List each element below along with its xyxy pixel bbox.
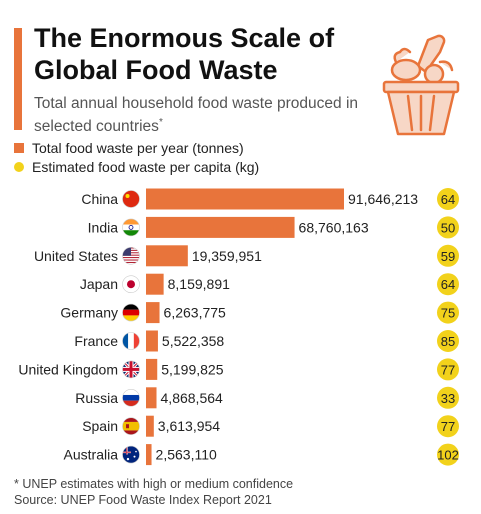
bar-germany: [146, 302, 160, 324]
bar-australia: [146, 444, 152, 466]
subtitle-footnote-marker: *: [158, 117, 163, 128]
per-capita-label-australia: 102: [437, 448, 459, 463]
per-capita-label-india: 50: [441, 220, 455, 235]
category-label-france: France: [74, 333, 118, 349]
per-capita-label-spain: 77: [441, 419, 455, 434]
spain-flag-icon: [122, 417, 140, 435]
chart-row-japan: Japan 8,159,891 64: [80, 273, 459, 296]
australia-flag-icon: [122, 445, 140, 464]
per-capita-label-united-kingdom: 77: [441, 362, 455, 377]
bar-india: [146, 216, 295, 238]
food-bin-icon: [382, 34, 460, 136]
per-capita-dot-india: [437, 216, 459, 239]
footnote-confidence: * UNEP estimates with high or medium con…: [14, 477, 294, 491]
per-capita-dot-spain: [437, 415, 459, 438]
category-label-china: China: [81, 191, 118, 207]
per-capita-label-france: 85: [441, 334, 455, 349]
bar-united-kingdom: [146, 358, 158, 380]
per-capita-label-germany: 75: [441, 306, 455, 321]
bar-japan: [146, 273, 164, 295]
footnote: * UNEP estimates with high or medium con…: [14, 476, 293, 508]
per-capita-dot-russia: [437, 386, 459, 409]
category-label-united-states: United States: [34, 248, 118, 264]
chart-row-germany: Germany 6,263,775 75: [60, 301, 459, 324]
chart-row-australia: Australia 2,563,110 102: [64, 443, 459, 466]
chart-title: The Enormous Scale of Global Food Waste: [34, 23, 335, 85]
legend-dot-swatch: [14, 161, 24, 172]
per-capita-dot-japan: [437, 273, 459, 296]
value-label-france: 5,522,358: [162, 333, 224, 349]
footnote-source: Source: UNEP Food Waste Index Report 202…: [14, 493, 272, 507]
bar-chart: China 91,646,213 64 India 68,760,163 50 United…: [18, 188, 459, 466]
germany-flag-icon: [122, 303, 140, 322]
bar-spain: [146, 415, 154, 437]
per-capita-dot-france: [437, 330, 459, 352]
usa-flag-icon: [122, 247, 140, 265]
chart-row-united-kingdom: United Kingdom 5,199,825 77: [18, 358, 459, 381]
legend-square-swatch: [14, 142, 24, 153]
bar-china: [146, 188, 344, 210]
chart-row-france: France 5,522,358 85: [74, 330, 459, 352]
legend-label-total: Total food waste per year (tonnes): [32, 139, 244, 156]
value-label-india: 68,760,163: [299, 219, 369, 235]
value-label-japan: 8,159,891: [168, 276, 230, 292]
legend-label-per-capita: Estimated food waste per capita (kg): [32, 158, 260, 175]
japan-flag-icon: [122, 275, 140, 293]
chart-subtitle: Total annual household food waste produc…: [34, 94, 379, 136]
per-capita-dot-united-states: [437, 244, 459, 267]
subtitle-text: Total annual household food waste produc…: [34, 95, 359, 136]
legend-item-per-capita: Estimated food waste per capita (kg): [14, 157, 259, 176]
value-label-united-states: 19,359,951: [192, 248, 262, 264]
chart-row-india: India 68,760,163 50: [88, 216, 459, 239]
per-capita-dot-united-kingdom: [437, 358, 459, 381]
legend-item-total: Total food waste per year (tonnes): [14, 138, 259, 157]
per-capita-dot-china: [437, 188, 459, 210]
value-label-spain: 3,613,954: [158, 418, 220, 434]
india-flag-icon: [122, 218, 140, 237]
value-label-china: 91,646,213: [348, 191, 418, 207]
per-capita-dot-germany: [437, 301, 459, 324]
value-label-russia: 4,868,564: [161, 390, 223, 406]
russia-flag-icon: [122, 389, 140, 407]
category-label-spain: Spain: [82, 418, 118, 434]
category-label-russia: Russia: [75, 390, 118, 406]
value-label-united-kingdom: 5,199,825: [161, 361, 223, 377]
per-capita-label-china: 64: [441, 192, 455, 207]
bar-russia: [146, 387, 157, 409]
chart-row-china: China 91,646,213 64: [81, 188, 459, 210]
category-label-united-kingdom: United Kingdom: [18, 361, 118, 377]
chart-row-russia: Russia 4,868,564 33: [75, 386, 459, 409]
per-capita-label-united-states: 59: [441, 249, 455, 264]
legend: Total food waste per year (tonnes) Estim…: [14, 138, 259, 176]
bar-france: [146, 330, 158, 352]
title-accent-bar: [14, 28, 22, 130]
china-flag-icon: [122, 190, 140, 208]
category-label-germany: Germany: [60, 305, 118, 321]
category-label-india: India: [88, 219, 119, 235]
per-capita-label-russia: 33: [441, 391, 455, 406]
bar-united-states: [146, 245, 188, 267]
value-label-germany: 6,263,775: [164, 305, 226, 321]
category-label-australia: Australia: [64, 447, 119, 463]
value-label-australia: 2,563,110: [156, 447, 217, 463]
per-capita-label-japan: 64: [441, 277, 455, 292]
uk-flag-icon: [122, 360, 140, 379]
chart-row-united-states: United States 19,359,951 59: [34, 244, 459, 267]
chart-row-spain: Spain 3,613,954 77: [82, 415, 459, 438]
category-label-japan: Japan: [80, 276, 118, 292]
per-capita-dot-australia: [437, 443, 459, 466]
france-flag-icon: [122, 332, 140, 350]
